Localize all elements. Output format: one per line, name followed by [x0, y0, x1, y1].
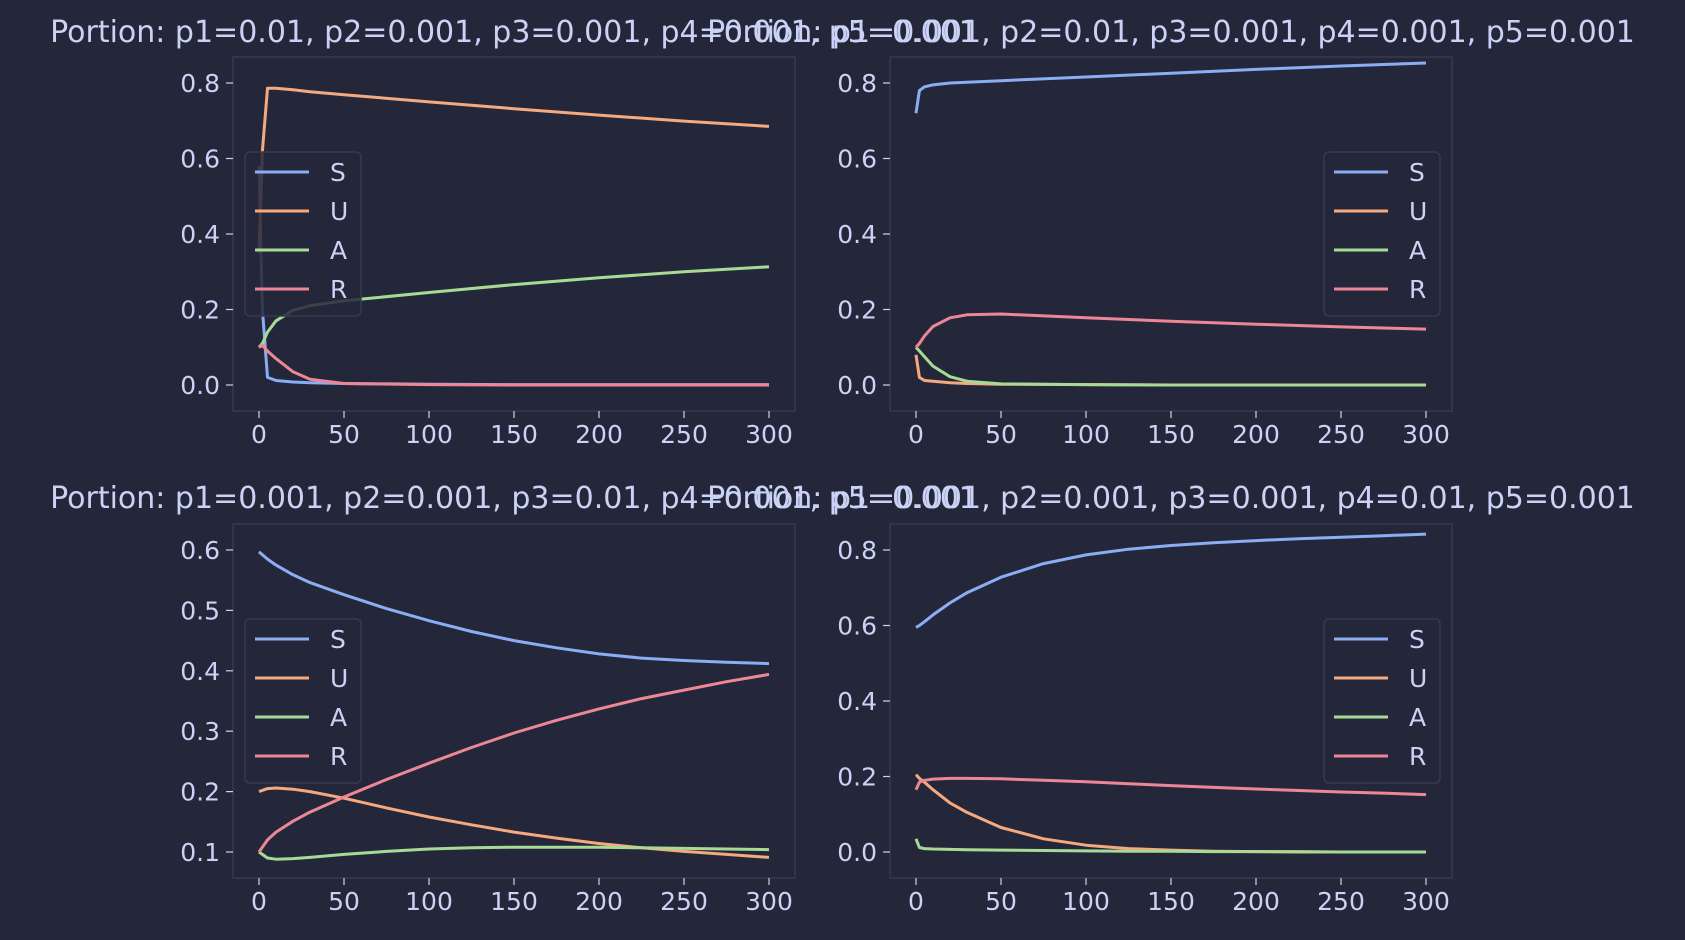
- chart-title: Portion: p1=0.001, p2=0.001, p3=0.001, p…: [707, 481, 1635, 516]
- series-line-u: [257, 86, 770, 253]
- x-tick-label: 50: [328, 887, 360, 916]
- legend-box: [244, 618, 362, 784]
- series-line-a: [914, 838, 1426, 854]
- x-tick-label: 100: [405, 420, 453, 449]
- series-line-r: [257, 672, 770, 853]
- y-tick-label: 0.4: [180, 657, 220, 686]
- x-tick-label: 150: [490, 887, 538, 916]
- x-tick-label: 200: [575, 887, 623, 916]
- legend-label-s: S: [330, 158, 346, 187]
- series-line-s: [258, 550, 770, 666]
- x-tick-label: 150: [1147, 420, 1195, 449]
- x-tick-label: 100: [405, 887, 453, 916]
- subplot-1: Portion: p1=0.01, p2=0.001, p3=0.001, p4…: [50, 15, 978, 449]
- x-tick-label: 50: [328, 420, 360, 449]
- x-tick-label: 300: [745, 887, 793, 916]
- y-tick-label: 0.4: [180, 220, 220, 249]
- y-tick-label: 0.0: [180, 371, 220, 400]
- subplot-2: Portion: p1=0.001, p2=0.01, p3=0.001, p4…: [707, 15, 1635, 449]
- legend-label-r: R: [330, 275, 347, 304]
- y-tick-label: 0.6: [180, 536, 220, 565]
- legend-label-a: A: [330, 703, 347, 732]
- x-tick-label: 150: [490, 420, 538, 449]
- x-tick-label: 250: [660, 887, 708, 916]
- chart-title: Portion: p1=0.001, p2=0.001, p3=0.01, p4…: [50, 481, 978, 516]
- y-tick-label: 0.0: [837, 371, 877, 400]
- x-tick-label: 0: [908, 887, 924, 916]
- y-tick-label: 0.0: [837, 838, 877, 867]
- legend-box: [1323, 151, 1441, 317]
- legend-label-a: A: [1409, 703, 1426, 732]
- legend-label-r: R: [1409, 275, 1426, 304]
- y-tick-label: 0.2: [837, 763, 877, 792]
- y-tick-label: 0.3: [180, 717, 220, 746]
- y-tick-label: 0.2: [180, 778, 220, 807]
- x-tick-label: 50: [985, 887, 1017, 916]
- legend-box: [244, 151, 362, 317]
- y-tick-label: 0.4: [837, 220, 877, 249]
- subplots-container: Portion: p1=0.01, p2=0.001, p3=0.001, p4…: [50, 15, 1635, 916]
- x-tick-label: 250: [1317, 887, 1365, 916]
- y-tick-label: 0.8: [837, 536, 877, 565]
- legend-label-u: U: [1409, 197, 1427, 226]
- legend-label-a: A: [1409, 236, 1426, 265]
- y-tick-label: 0.1: [180, 838, 220, 867]
- x-tick-label: 250: [1317, 420, 1365, 449]
- series-line-r: [914, 776, 1427, 797]
- legend-label-u: U: [1409, 664, 1427, 693]
- x-tick-label: 100: [1062, 420, 1110, 449]
- series-line-r: [258, 343, 769, 387]
- y-tick-label: 0.8: [180, 69, 220, 98]
- legend-label-u: U: [330, 664, 348, 693]
- x-tick-label: 0: [908, 420, 924, 449]
- legend-label-u: U: [330, 197, 348, 226]
- x-tick-label: 150: [1147, 887, 1195, 916]
- x-tick-label: 100: [1062, 887, 1110, 916]
- x-tick-label: 300: [745, 420, 793, 449]
- legend-label-s: S: [330, 625, 346, 654]
- y-tick-label: 0.6: [837, 612, 877, 641]
- x-tick-label: 250: [660, 420, 708, 449]
- legend-label-s: S: [1409, 625, 1425, 654]
- series-line-a: [914, 346, 1426, 387]
- chart-title: Portion: p1=0.001, p2=0.01, p3=0.001, p4…: [707, 15, 1635, 50]
- legend-label-s: S: [1409, 158, 1425, 187]
- series-line-r: [914, 312, 1427, 349]
- legend-label-r: R: [1409, 742, 1426, 771]
- legend-box: [1323, 618, 1441, 784]
- x-tick-label: 200: [1232, 887, 1280, 916]
- y-tick-label: 0.8: [837, 69, 877, 98]
- y-tick-label: 0.2: [837, 296, 877, 325]
- series-line-s: [914, 61, 1427, 114]
- x-tick-label: 50: [985, 420, 1017, 449]
- subplot-3: Portion: p1=0.001, p2=0.001, p3=0.01, p4…: [50, 481, 978, 916]
- y-tick-label: 0.6: [180, 145, 220, 174]
- series-line-a: [258, 845, 770, 861]
- y-tick-label: 0.2: [180, 296, 220, 325]
- x-tick-label: 200: [1232, 420, 1280, 449]
- y-tick-label: 0.6: [837, 145, 877, 174]
- x-tick-label: 0: [251, 420, 267, 449]
- x-tick-label: 300: [1402, 420, 1450, 449]
- series-line-s: [915, 532, 1427, 629]
- x-tick-label: 300: [1402, 887, 1450, 916]
- chart-title: Portion: p1=0.01, p2=0.001, p3=0.001, p4…: [50, 15, 978, 50]
- x-tick-label: 200: [575, 420, 623, 449]
- y-tick-label: 0.5: [180, 596, 220, 625]
- subplot-4: Portion: p1=0.001, p2=0.001, p3=0.001, p…: [707, 481, 1635, 916]
- y-tick-label: 0.4: [837, 687, 877, 716]
- x-tick-label: 0: [251, 887, 267, 916]
- legend-label-a: A: [330, 236, 347, 265]
- legend-label-r: R: [330, 742, 347, 771]
